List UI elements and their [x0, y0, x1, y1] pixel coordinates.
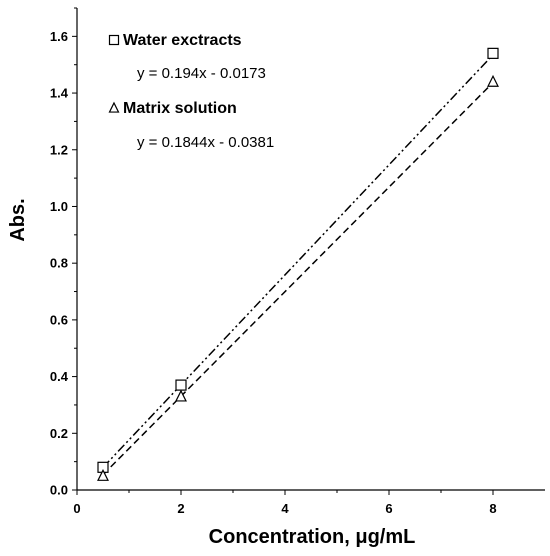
x-tick-label: 6 [385, 501, 392, 516]
legend-equation-water-extracts: y = 0.194x - 0.0173 [137, 65, 266, 82]
trendline-matrix-solution [102, 82, 494, 476]
y-axis-title: Abs. [7, 198, 29, 241]
y-tick-label: 0.4 [50, 369, 69, 384]
y-tick-label: 0.0 [50, 483, 68, 498]
x-tick-label: 2 [177, 501, 184, 516]
data-point-matrix-solution [487, 74, 499, 87]
y-tick-label: 0.2 [50, 426, 68, 441]
plot-area: 0.0 0.2 0.4 0.6 0.8 1.0 1.2 1.4 1.6 0 2 4 6 8 Water ex… [50, 7, 545, 516]
y-tick-label: 0.6 [50, 312, 68, 327]
legend-equation-matrix-solution: y = 0.1844x - 0.0381 [137, 134, 274, 151]
data-point-matrix-solution [175, 389, 187, 402]
data-point-matrix-solution [97, 468, 109, 481]
x-tick-label: 4 [281, 501, 289, 516]
x-tick-label: 8 [489, 501, 496, 516]
y-tick-label: 0.8 [50, 256, 68, 271]
y-tick-label: 1.6 [50, 29, 68, 44]
legend-label-water-extracts: Water exctracts [123, 32, 242, 49]
legend-marker-matrix-solution [108, 101, 120, 113]
y-tick-label: 1.0 [50, 199, 68, 214]
legend-marker-water-extracts [108, 34, 120, 46]
data-point-water-extracts [487, 47, 499, 59]
x-axis-title: Concentration, μg/mL [209, 526, 416, 548]
y-tick-label: 1.4 [50, 86, 69, 101]
legend-label-matrix-solution: Matrix solution [123, 100, 237, 117]
trendline-water-extracts [102, 54, 494, 468]
x-tick-label: 0 [73, 501, 80, 516]
y-tick-label: 1.2 [50, 142, 68, 157]
data-point-water-extracts [175, 379, 187, 391]
